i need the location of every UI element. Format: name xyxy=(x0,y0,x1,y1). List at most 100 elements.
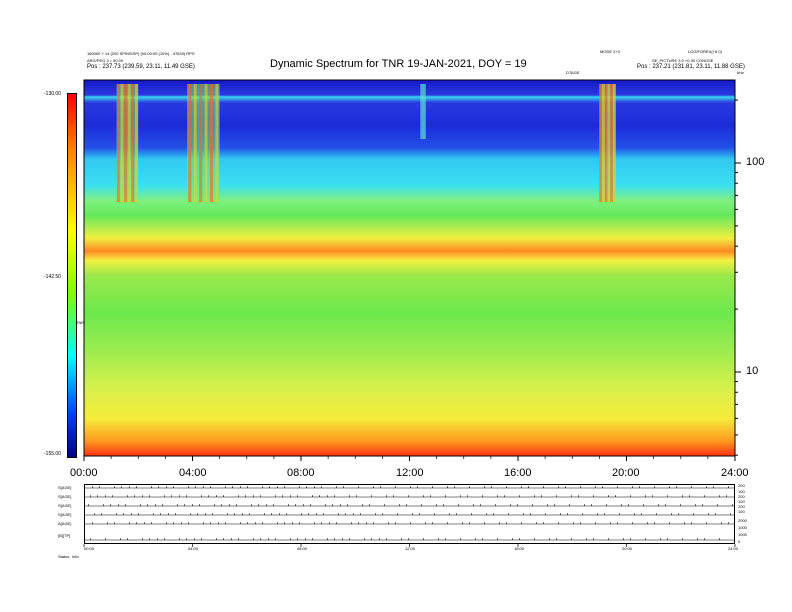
hk-dot xyxy=(260,538,261,540)
hk-dot xyxy=(305,538,306,540)
hk-dot xyxy=(312,495,313,497)
hk-dot xyxy=(543,486,544,488)
hk-dot xyxy=(436,504,437,506)
hk-dot xyxy=(129,486,130,488)
hk-dot xyxy=(497,538,498,540)
hk-dot xyxy=(316,513,317,515)
hk-x-tick-2000: 20:00 xyxy=(622,546,633,551)
hk-dot xyxy=(366,522,367,524)
hk-dot xyxy=(728,522,729,524)
hk-dot xyxy=(321,486,322,488)
hk-dot xyxy=(556,495,557,497)
hk-dot xyxy=(236,504,237,506)
hk-dot xyxy=(645,538,646,540)
hk-dot xyxy=(160,513,161,515)
hk-dot xyxy=(717,504,718,506)
hk-dot xyxy=(647,522,648,524)
radio-burst-4 xyxy=(599,84,616,204)
hk-dot xyxy=(482,495,483,497)
hk-dot xyxy=(297,495,298,497)
hk-dot xyxy=(234,513,235,515)
hk-dot xyxy=(408,538,409,540)
hk-dot xyxy=(395,522,396,524)
hk-dot xyxy=(92,522,93,524)
hk-dot xyxy=(238,538,239,540)
hk-dot xyxy=(218,522,219,524)
hk-dot xyxy=(660,538,661,540)
hk-dot xyxy=(258,504,259,506)
hk-dot xyxy=(120,538,121,540)
hk-dot xyxy=(693,513,694,515)
hk-dot xyxy=(484,522,485,524)
hk-dot xyxy=(184,504,185,506)
x-tick-0000: 00:00 xyxy=(70,467,98,479)
hk-dot xyxy=(240,522,241,524)
radio-burst-2 xyxy=(187,84,220,204)
hk-dot xyxy=(458,504,459,506)
hk-dot xyxy=(615,495,616,497)
hk-dot xyxy=(506,486,507,488)
hk-dot xyxy=(521,486,522,488)
hk-dot xyxy=(347,504,348,506)
hk-dot xyxy=(523,513,524,515)
hk-dot xyxy=(110,504,111,506)
hk-dot xyxy=(90,538,91,540)
hk-dot xyxy=(423,495,424,497)
hk-dot xyxy=(306,486,307,488)
hk-dot xyxy=(704,538,705,540)
hk-right-tick-3: 200 xyxy=(738,494,745,499)
hk-dot xyxy=(386,495,387,497)
hk-dot xyxy=(658,504,659,506)
hk-dot xyxy=(179,538,180,540)
hk-dot xyxy=(630,538,631,540)
hk-dot xyxy=(532,504,533,506)
hk-dot xyxy=(177,504,178,506)
hk-dot xyxy=(580,486,581,488)
hk-dot xyxy=(142,538,143,540)
hk-dot xyxy=(203,522,204,524)
hk-dot xyxy=(371,538,372,540)
hk-dot xyxy=(610,522,611,524)
hk-dot xyxy=(229,504,230,506)
hk-dot xyxy=(726,495,727,497)
hk-dot xyxy=(536,522,537,524)
hk-dot xyxy=(175,513,176,515)
hk-dot xyxy=(571,538,572,540)
hk-dot xyxy=(303,504,304,506)
hk-row-label-4: S[AGE] xyxy=(58,512,72,517)
hk-dot xyxy=(534,538,535,540)
hk-dot xyxy=(223,538,224,540)
hk-dot xyxy=(597,513,598,515)
hk-dot xyxy=(297,538,298,540)
hk-dot xyxy=(706,522,707,524)
hk-dot xyxy=(188,522,189,524)
hk-dot xyxy=(173,522,174,524)
hk-dot xyxy=(94,513,95,515)
hk-dot xyxy=(397,513,398,515)
hk-dot xyxy=(221,504,222,506)
hk-dot xyxy=(719,495,720,497)
hk-right-tick-6: 100 xyxy=(738,509,745,514)
hk-dot xyxy=(273,504,274,506)
hk-dot xyxy=(275,538,276,540)
hk-dot xyxy=(499,522,500,524)
hk-dot xyxy=(103,504,104,506)
hk-dot xyxy=(88,504,89,506)
hk-dot xyxy=(227,513,228,515)
hk-dot xyxy=(595,522,596,524)
hk-dot xyxy=(340,504,341,506)
hk-dot xyxy=(680,504,681,506)
colorbar-bottom-label: -155.00 xyxy=(44,451,61,457)
hk-dot xyxy=(604,513,605,515)
hk-row-label-6: [B][TP] xyxy=(58,533,71,538)
hk-dot xyxy=(251,504,252,506)
hk-dot xyxy=(471,513,472,515)
y-tick-10: 10 xyxy=(746,365,759,377)
hk-dot xyxy=(349,495,350,497)
hk-dot xyxy=(242,513,243,515)
hk-dot xyxy=(632,522,633,524)
hk-dot xyxy=(393,495,394,497)
hk-dot xyxy=(454,486,455,488)
hk-dot xyxy=(349,538,350,540)
hk-dot xyxy=(508,513,509,515)
